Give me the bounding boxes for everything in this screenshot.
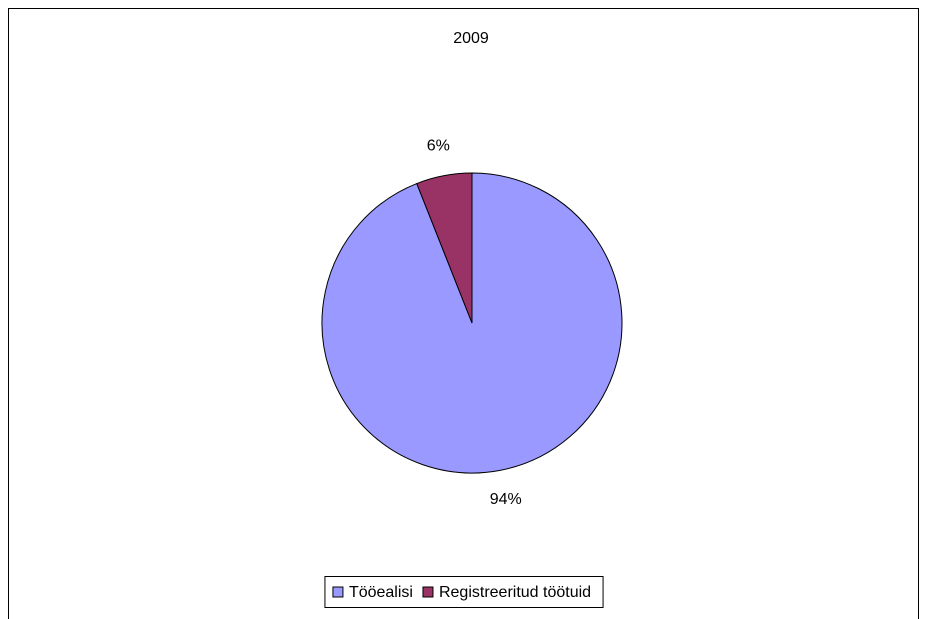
chart-title: 2009 bbox=[453, 30, 489, 47]
legend-swatch bbox=[422, 586, 434, 598]
legend-swatch bbox=[332, 586, 344, 598]
legend-label: Tööealisi bbox=[349, 584, 413, 601]
legend-box bbox=[324, 576, 604, 608]
data-label: 94% bbox=[490, 491, 522, 508]
legend-label: Registreeritud töötuid bbox=[439, 584, 591, 601]
pie-slice bbox=[416, 172, 473, 324]
data-label: 6% bbox=[427, 137, 450, 154]
